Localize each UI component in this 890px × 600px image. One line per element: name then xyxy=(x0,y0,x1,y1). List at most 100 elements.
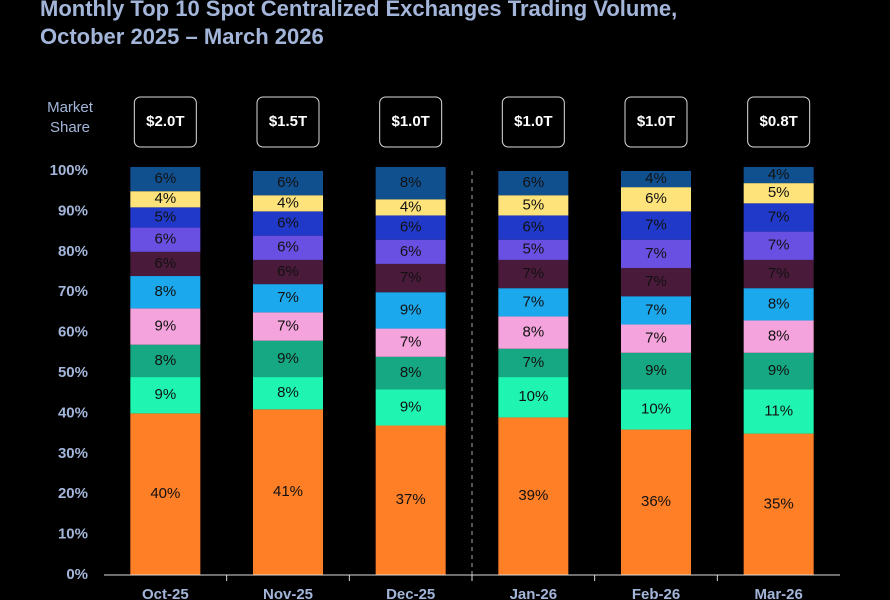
y-label-box: Market Share xyxy=(47,99,93,136)
y-tick-label: 10% xyxy=(58,526,88,543)
total-box xyxy=(133,96,197,148)
value-label: 8% xyxy=(400,174,422,191)
value-label: 7% xyxy=(768,237,790,254)
bar-segment xyxy=(498,239,569,260)
y-tick-label: 90% xyxy=(58,202,88,219)
value-label: 7% xyxy=(277,289,299,306)
bar-segment xyxy=(743,183,814,204)
value-label: 5% xyxy=(522,241,544,258)
bar-segment xyxy=(498,348,569,378)
bar-segment xyxy=(743,203,814,232)
bar-segment xyxy=(130,413,201,575)
bar-segment xyxy=(621,324,691,353)
value-label: 5% xyxy=(768,184,790,201)
value-label: 6% xyxy=(522,174,544,191)
y-tick-label: 80% xyxy=(58,243,88,260)
value-label: 7% xyxy=(768,208,790,225)
y-tick-label: 60% xyxy=(58,324,88,341)
x-tick-label: Feb-26 xyxy=(632,586,680,600)
bar-segment xyxy=(130,276,201,309)
value-label: 9% xyxy=(154,386,176,403)
value-label: 8% xyxy=(154,352,176,369)
bar-segment xyxy=(375,389,446,426)
total-label: $0.8T xyxy=(759,113,797,130)
bar-segment xyxy=(253,312,323,341)
bar-segment xyxy=(498,316,569,349)
value-label: 6% xyxy=(154,231,176,248)
bar-segment xyxy=(253,284,323,313)
total-box xyxy=(379,96,443,148)
bar-segment xyxy=(130,308,201,345)
bar-segment xyxy=(743,389,814,434)
value-label: 9% xyxy=(400,301,422,318)
bar-segment xyxy=(621,267,691,297)
value-label: 7% xyxy=(645,217,667,234)
bar-segment xyxy=(743,231,814,260)
value-label: 11% xyxy=(764,402,793,419)
bar-segment xyxy=(743,320,814,353)
bar-segment xyxy=(130,377,201,414)
value-label: 8% xyxy=(400,364,422,381)
value-label: 7% xyxy=(522,354,544,371)
value-label: 8% xyxy=(768,295,790,312)
value-label: 9% xyxy=(277,350,299,367)
bar-segment xyxy=(130,227,201,252)
bar-segment xyxy=(621,211,691,240)
bar-segment xyxy=(743,352,814,390)
value-label: 4% xyxy=(277,194,299,211)
value-label: 9% xyxy=(400,398,422,415)
value-label: 35% xyxy=(764,495,794,512)
bar-segment xyxy=(253,409,323,575)
bar-segment xyxy=(621,187,691,212)
value-label: 7% xyxy=(400,334,422,351)
value-label: 40% xyxy=(150,485,180,502)
bar-segment xyxy=(375,425,446,575)
value-label: 4% xyxy=(768,166,790,183)
value-label: 10% xyxy=(641,400,671,417)
total-box xyxy=(256,96,320,148)
value-label: 9% xyxy=(768,362,790,379)
total-box xyxy=(624,96,688,148)
x-tick-label: Oct-25 xyxy=(142,586,189,600)
y-tick-label: 100% xyxy=(50,162,88,179)
value-label: 8% xyxy=(154,283,176,300)
total-box xyxy=(501,96,565,148)
bar-segment xyxy=(253,171,323,196)
bar-segment xyxy=(253,235,323,260)
value-label: 8% xyxy=(522,324,544,341)
bar-segment xyxy=(253,340,323,378)
value-label: 6% xyxy=(400,219,422,236)
x-tick-label: Dec-25 xyxy=(386,586,435,600)
bar-segment xyxy=(621,239,691,268)
bar-segment xyxy=(130,166,201,192)
value-label: 6% xyxy=(277,239,299,256)
value-label: 7% xyxy=(645,245,667,262)
value-label: 8% xyxy=(768,328,790,345)
value-label: 37% xyxy=(396,491,426,508)
bar-segment xyxy=(253,259,323,285)
value-label: 7% xyxy=(522,265,544,282)
value-label: 7% xyxy=(277,318,299,335)
bar-segment xyxy=(130,344,201,378)
x-tick-label: Nov-25 xyxy=(263,586,313,600)
value-label: 10% xyxy=(518,388,548,405)
bar-segment xyxy=(498,417,569,575)
bar-segment xyxy=(130,251,201,277)
value-label: 4% xyxy=(154,190,176,207)
total-label: $1.0T xyxy=(391,113,429,130)
bar-segment xyxy=(498,195,569,216)
bar-segment xyxy=(743,288,814,321)
chart-subtitle: October 2025 – March 2026 xyxy=(40,24,324,49)
value-label: 9% xyxy=(645,362,667,379)
bar-segment xyxy=(253,195,323,212)
y-axis-label: Market Share xyxy=(47,99,93,136)
value-label: 7% xyxy=(522,293,544,310)
bar-segment xyxy=(498,171,569,196)
bar-segment xyxy=(621,171,691,188)
bar-segment xyxy=(621,389,691,430)
bar-segment xyxy=(621,429,691,575)
total-label: $1.0T xyxy=(637,113,675,130)
bar-segment xyxy=(375,199,446,216)
value-label: 4% xyxy=(400,198,422,215)
